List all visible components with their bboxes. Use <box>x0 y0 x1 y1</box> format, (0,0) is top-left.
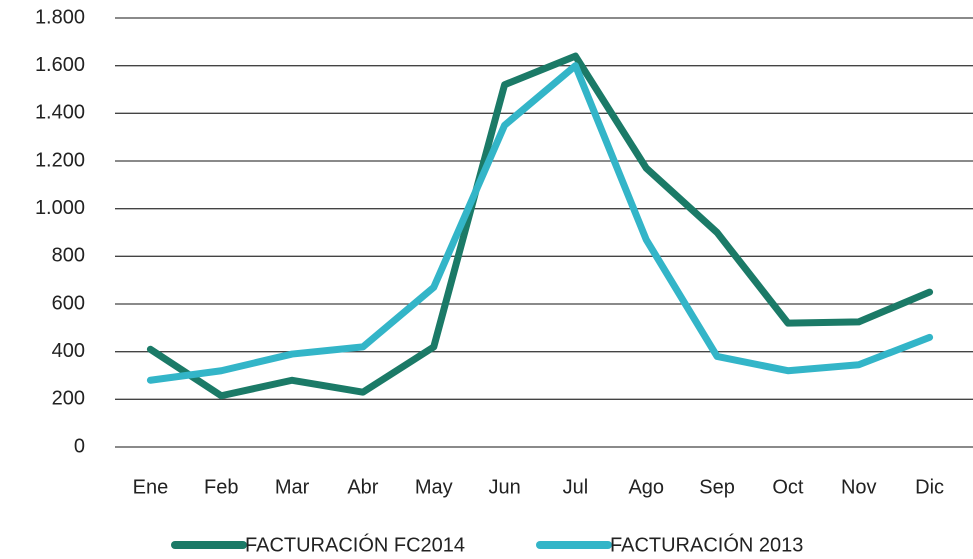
y-tick-label: 0 <box>74 435 85 457</box>
y-tick-label: 600 <box>52 292 85 314</box>
series-line <box>146 62 934 384</box>
y-tick-label: 1.400 <box>35 102 85 124</box>
legend-label: FACTURACIÓN 2013 <box>610 533 803 556</box>
x-tick-label: Mar <box>275 476 310 498</box>
x-tick-label: May <box>415 476 453 498</box>
x-tick-label: Nov <box>841 476 877 498</box>
y-tick-label: 1.800 <box>35 6 85 28</box>
x-tick-label: Dic <box>915 476 944 498</box>
x-tick-label: Jul <box>563 476 589 498</box>
x-tick-label: Ene <box>133 476 169 498</box>
y-tick-label: 800 <box>52 245 85 267</box>
y-tick-label: 1.600 <box>35 54 85 76</box>
y-tick-label: 400 <box>52 340 85 362</box>
x-tick-label: Jun <box>488 476 520 498</box>
x-tick-label: Feb <box>204 476 238 498</box>
y-tick-label: 1.200 <box>35 149 85 171</box>
legend-label: FACTURACIÓN FC2014 <box>245 533 465 556</box>
x-tick-label: Sep <box>699 476 735 498</box>
x-tick-label: Abr <box>347 476 378 498</box>
y-tick-label: 200 <box>52 388 85 410</box>
x-tick-label: Oct <box>772 476 804 498</box>
series-line <box>146 52 934 400</box>
y-tick-label: 1.000 <box>35 197 85 219</box>
x-tick-label: Ago <box>628 476 664 498</box>
